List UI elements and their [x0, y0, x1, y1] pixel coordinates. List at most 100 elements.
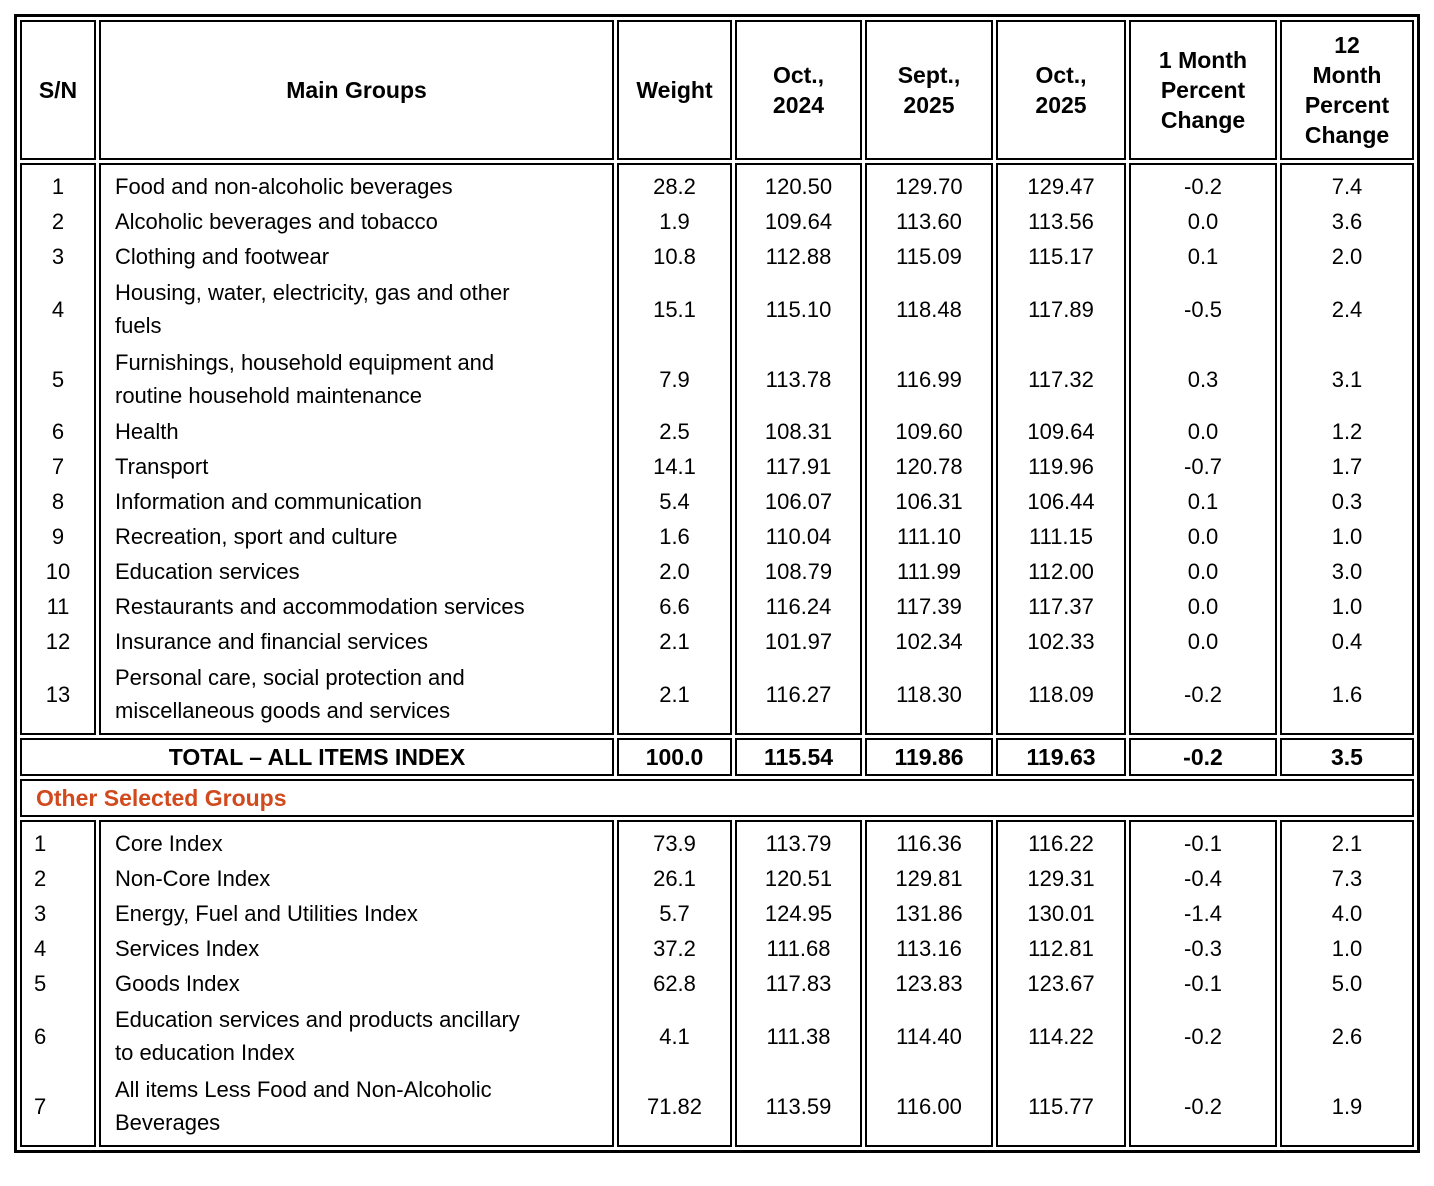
cell-sn-row-1: 1 — [51, 174, 65, 199]
main-block-oct-2024-column: 120.50 109.64 112.88 115.10 113.78 108.31 117.… — [735, 163, 862, 735]
main-block-sept-2025-column: 129.70 113.60 115.09 118.48 116.99 109.60 120.… — [865, 163, 993, 735]
cell-oct2024-row-2: 120.51 — [764, 866, 833, 891]
cell-oct2024-row-7: 117.91 — [765, 454, 832, 479]
cell-m12-row-10: 3.0 — [1331, 559, 1363, 584]
cell-sn-row-2: 2 — [34, 866, 47, 891]
cell-m1-row-10: 0.0 — [1187, 559, 1219, 584]
other-groups-block: 1 2 3 4 5 6 7 Core Index Non-Core Index Energy, … — [20, 820, 1414, 1147]
cell-sept2025-row-11: 117.39 — [896, 594, 962, 619]
cell-m1-row-8: 0.1 — [1187, 489, 1219, 514]
cell-oct2024-row-7: 113.59 — [765, 1093, 832, 1119]
cell-sept2025-row-12: 102.34 — [895, 629, 963, 654]
cell-sept2025-row-9: 111.10 — [896, 524, 962, 549]
column-header-main-groups: Main Groups — [99, 20, 614, 160]
cell-m12-row-7: 1.9 — [1331, 1093, 1363, 1119]
cell-sept2025-row-1: 116.36 — [896, 831, 962, 856]
other-block-1-month-column: -0.1 -0.4 -1.4 -0.3 -0.1 -0.2 -0.2 — [1129, 820, 1277, 1147]
cell-sept2025-row-3: 131.86 — [895, 901, 963, 926]
cell-sept2025-row-8: 106.31 — [895, 489, 963, 514]
cell-sn-row-5: 5 — [34, 971, 47, 996]
cell-m12-row-5: 3.1 — [1331, 366, 1363, 392]
cell-oct2025-row-7: 119.96 — [1028, 454, 1094, 479]
cell-weight-row-1: 28.2 — [653, 174, 696, 199]
total-row-1-month: -0.2 — [1129, 738, 1277, 776]
cell-name-row-3: Clothing and footwear — [115, 244, 330, 269]
cell-oct2024-row-6: 111.38 — [766, 1023, 831, 1049]
cell-name-row-2: Alcoholic beverages and tobacco — [115, 209, 438, 234]
cell-sn-row-3: 3 — [51, 244, 65, 269]
cell-oct2024-row-6: 108.31 — [764, 419, 833, 444]
cell-oct2025-row-12: 102.33 — [1027, 629, 1095, 654]
cell-m12-row-11: 1.0 — [1331, 594, 1363, 619]
column-header-12-month-percent-change: 12 Month Percent Change — [1280, 20, 1414, 160]
cell-weight-row-5: 62.8 — [653, 971, 696, 996]
cell-m1-row-5: -0.1 — [1184, 971, 1222, 996]
cell-m1-row-1: -0.2 — [1184, 174, 1222, 199]
cell-oct2025-row-5: 117.32 — [1028, 366, 1094, 392]
cell-sn-row-1: 1 — [34, 831, 47, 856]
cell-m12-row-2: 7.3 — [1331, 866, 1363, 891]
cell-sn-row-4: 4 — [51, 296, 65, 322]
cell-m12-row-4: 2.4 — [1331, 296, 1363, 322]
cell-sn-row-10: 10 — [45, 559, 71, 584]
total-row-12-month: 3.5 — [1280, 738, 1414, 776]
cell-weight-row-9: 1.6 — [659, 524, 690, 549]
cell-sept2025-row-4: 118.48 — [896, 296, 962, 322]
other-block-sn-column: 1 2 3 4 5 6 7 — [20, 820, 96, 1147]
cpi-table: S/N Main Groups Weight Oct., 2024 Sept.,… — [14, 14, 1420, 1153]
cell-sept2025-row-7: 116.00 — [896, 1093, 962, 1119]
cell-sn-row-13: 13 — [45, 681, 71, 707]
cell-name-row-6: Health — [115, 419, 179, 444]
cell-m1-row-5: 0.3 — [1187, 366, 1219, 392]
cell-m12-row-7: 1.7 — [1331, 454, 1363, 479]
cell-name-row-9: Recreation, sport and culture — [115, 524, 398, 549]
cell-sn-row-7: 7 — [34, 1093, 47, 1119]
cell-m12-row-9: 1.0 — [1331, 524, 1363, 549]
cell-sept2025-row-6: 109.60 — [895, 419, 963, 444]
cell-name-row-3: Energy, Fuel and Utilities Index — [115, 901, 418, 926]
cell-m12-row-1: 2.1 — [1331, 831, 1363, 856]
cell-oct2024-row-9: 110.04 — [765, 524, 832, 549]
cell-oct2025-row-4: 112.81 — [1028, 936, 1094, 961]
cell-oct2025-row-2: 113.56 — [1028, 209, 1094, 234]
column-header-1-month-percent-change: 1 Month Percent Change — [1129, 20, 1277, 160]
cell-m1-row-3: -1.4 — [1184, 901, 1222, 926]
cell-oct2025-row-2: 129.31 — [1027, 866, 1095, 891]
header-row: S/N Main Groups Weight Oct., 2024 Sept.,… — [20, 20, 1414, 160]
main-block-oct-2025-column: 129.47 113.56 115.17 117.89 117.32 109.64 119.… — [996, 163, 1126, 735]
cell-m12-row-3: 4.0 — [1331, 901, 1363, 926]
cell-oct2025-row-10: 112.00 — [1028, 559, 1094, 584]
main-groups-block: 1 2 3 4 5 6 7 8 9 10 11 12 13 Food and non-alcoholic… — [20, 163, 1414, 735]
cell-m1-row-1: -0.1 — [1184, 831, 1222, 856]
cell-oct2024-row-8: 106.07 — [764, 489, 833, 514]
cell-sept2025-row-2: 129.81 — [895, 866, 963, 891]
cell-name-row-13: Personal care, social protection and mis… — [115, 665, 465, 723]
cell-sn-row-12: 12 — [45, 629, 71, 654]
cell-weight-row-6: 4.1 — [659, 1023, 690, 1049]
cell-sn-row-2: 2 — [51, 209, 65, 234]
cell-name-row-6: Education services and products ancillar… — [115, 1007, 520, 1065]
cell-name-row-12: Insurance and financial services — [115, 629, 429, 654]
other-block-oct-2024-column: 113.79 120.51 124.95 111.68 117.83 111.38 113.… — [735, 820, 862, 1147]
cell-sn-row-6: 6 — [34, 1023, 47, 1049]
section-header-row: Other Selected Groups — [20, 779, 1414, 817]
cell-oct2025-row-5: 123.67 — [1027, 971, 1095, 996]
cell-sept2025-row-10: 111.99 — [896, 559, 962, 584]
cell-sn-row-3: 3 — [34, 901, 47, 926]
cell-weight-row-2: 26.1 — [653, 866, 696, 891]
cell-sept2025-row-5: 116.99 — [896, 366, 962, 392]
column-header-oct-2025: Oct., 2025 — [996, 20, 1126, 160]
column-header-weight: Weight — [617, 20, 732, 160]
cell-m12-row-1: 7.4 — [1331, 174, 1363, 199]
cell-name-row-1: Food and non-alcoholic beverages — [115, 174, 453, 199]
cell-m1-row-3: 0.1 — [1187, 244, 1219, 269]
cell-m1-row-11: 0.0 — [1187, 594, 1219, 619]
cell-oct2025-row-9: 111.15 — [1028, 524, 1094, 549]
cell-oct2025-row-7: 115.77 — [1028, 1093, 1094, 1119]
cell-oct2024-row-12: 101.97 — [764, 629, 833, 654]
cell-m1-row-9: 0.0 — [1187, 524, 1219, 549]
cell-oct2024-row-1: 113.79 — [765, 831, 832, 856]
cell-oct2024-row-13: 116.27 — [765, 681, 832, 707]
cell-m1-row-4: -0.5 — [1184, 296, 1222, 322]
